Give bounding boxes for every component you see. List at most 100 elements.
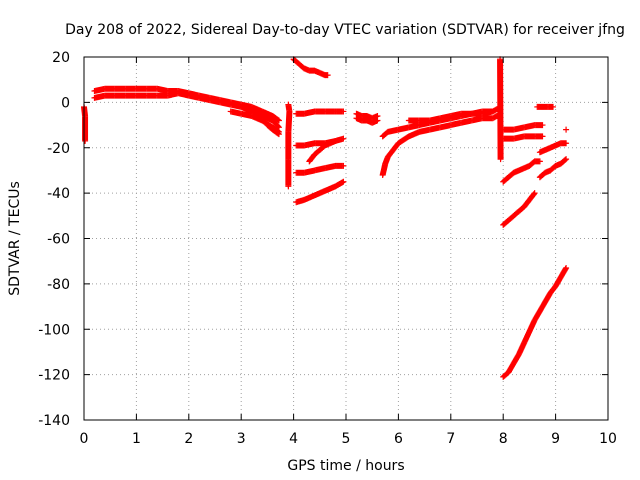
data-point <box>340 108 347 115</box>
y-tick-label: -140 <box>38 413 70 429</box>
data-point-run <box>270 118 282 130</box>
series-17 <box>405 108 496 124</box>
data-point-run <box>497 57 504 161</box>
data-point-run <box>296 61 307 71</box>
data-point-run <box>396 134 411 146</box>
x-tick-label: 0 <box>80 431 89 447</box>
data-point-run <box>516 340 527 357</box>
data-point-run <box>385 147 396 159</box>
data-point <box>285 183 292 190</box>
y-tick-label: 20 <box>52 50 70 66</box>
data-point <box>531 190 538 197</box>
x-tick-label: 8 <box>499 431 508 447</box>
y-tick-label: -120 <box>38 368 70 384</box>
x-axis-title: GPS time / hours <box>287 458 404 474</box>
y-tick-label: -60 <box>47 232 70 248</box>
series-23 <box>500 264 570 380</box>
series-11 <box>293 162 347 176</box>
x-tick-label: 9 <box>551 431 560 447</box>
x-tick-label: 2 <box>184 431 193 447</box>
data-point <box>489 108 496 115</box>
data-point-run <box>501 175 511 185</box>
data-point <box>82 137 89 144</box>
series-27 <box>563 126 570 133</box>
series-16 <box>379 112 500 178</box>
series-25 <box>536 140 570 156</box>
x-tick-label: 3 <box>237 431 246 447</box>
data-point <box>275 131 282 138</box>
x-tick-label: 4 <box>289 431 298 447</box>
data-point-run <box>265 122 275 132</box>
data-point <box>563 140 570 147</box>
data-point-run <box>537 170 548 180</box>
data-point-run <box>548 163 558 173</box>
data-point-run <box>490 113 499 121</box>
data-point <box>563 126 570 133</box>
data-point-run <box>380 129 391 139</box>
series-24 <box>534 103 556 110</box>
data-point <box>275 117 282 124</box>
y-tick-label: -100 <box>38 322 70 338</box>
series-1 <box>81 103 89 144</box>
data-point-run <box>558 156 569 166</box>
data-point-run <box>501 218 511 228</box>
data-point-run <box>285 130 292 161</box>
series-3 <box>91 90 282 131</box>
series-9 <box>293 135 347 149</box>
axes: 0 1 2 3 4 5 6 7 8 9 10 -140 -120 -100 -80 -60 -40 -20 0 20 <box>38 50 617 447</box>
data-point <box>497 156 504 163</box>
data-point <box>324 72 331 79</box>
data-point-run <box>516 204 527 214</box>
data-point-run <box>548 283 558 296</box>
data-point-run <box>521 329 532 345</box>
data-points <box>81 56 570 380</box>
series-26 <box>536 156 570 181</box>
y-axis-title: SDTVAR / TECUs <box>7 181 23 296</box>
y-tick-label: -40 <box>47 186 70 202</box>
data-point <box>374 117 381 124</box>
data-point-run <box>270 127 282 137</box>
series-12 <box>293 178 347 206</box>
series-5 <box>264 122 282 138</box>
data-point <box>332 137 339 144</box>
data-point-run <box>527 190 537 203</box>
series-8 <box>293 108 347 117</box>
data-point-run <box>285 157 292 189</box>
series-19 <box>500 122 546 133</box>
chart-title: Day 208 of 2022, Sidereal Day-to-day VTE… <box>65 22 625 38</box>
data-point-run <box>526 318 538 334</box>
series-10 <box>306 137 339 165</box>
data-point-run <box>506 213 516 223</box>
x-tick-label: 1 <box>132 431 141 447</box>
data-point-run <box>317 143 328 153</box>
data-point-run <box>501 370 511 380</box>
data-point-run <box>521 197 532 209</box>
x-tick-label: 5 <box>342 431 351 447</box>
series-21 <box>500 190 538 228</box>
data-point <box>536 158 543 165</box>
y-tick-label: -20 <box>47 141 70 157</box>
x-tick-label: 6 <box>394 431 403 447</box>
series-14 <box>353 115 381 126</box>
data-point-run <box>312 147 322 157</box>
data-point <box>340 178 347 185</box>
series-22 <box>500 158 543 185</box>
series-18 <box>497 56 504 163</box>
x-tick-label: 10 <box>599 431 617 447</box>
data-point-run <box>506 170 516 180</box>
data-point-run <box>291 57 301 67</box>
data-point-run <box>527 159 537 169</box>
data-point <box>340 135 347 142</box>
data-point <box>539 133 546 140</box>
data-point-run <box>390 141 401 153</box>
data-point-run <box>511 209 522 219</box>
series-7 <box>290 56 331 79</box>
series-20 <box>500 133 546 142</box>
data-point-run <box>270 113 282 123</box>
y-tick-label: 0 <box>61 95 70 111</box>
data-point-run <box>306 152 317 164</box>
x-tick-label: 7 <box>446 431 455 447</box>
data-point-run <box>82 114 89 143</box>
data-point <box>563 264 570 271</box>
